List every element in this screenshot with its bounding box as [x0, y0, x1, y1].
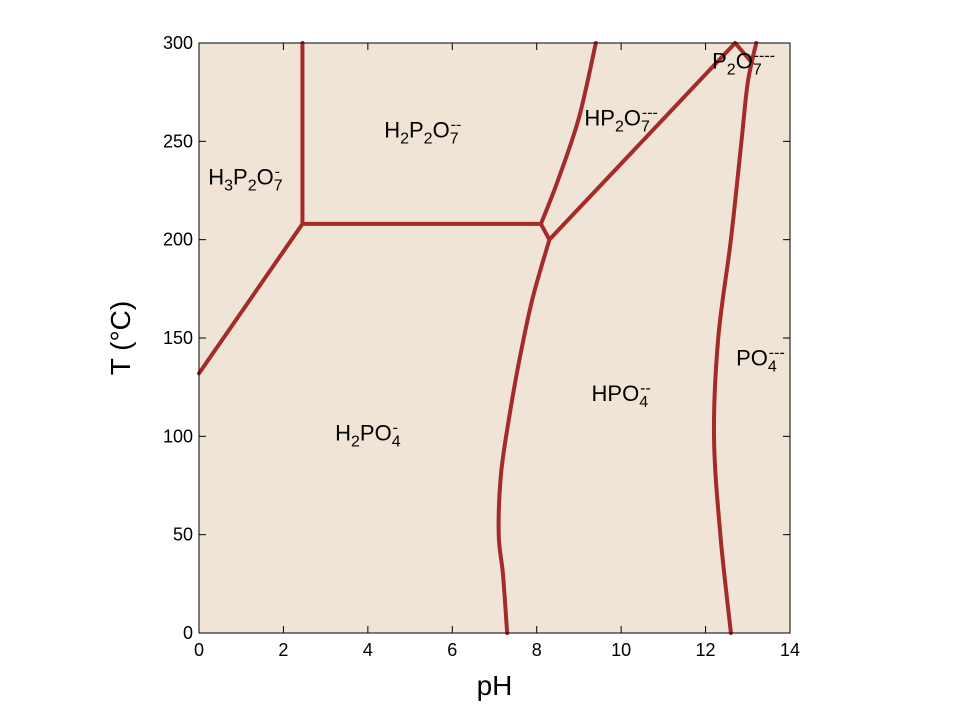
x-tick-label: 0	[194, 640, 204, 660]
region-label: HPO4--	[592, 380, 651, 411]
region-label: P2O7----	[712, 48, 775, 79]
x-tick-label: 6	[447, 640, 457, 660]
region-label: H2P2O7--	[384, 116, 461, 147]
boundaries-layer	[197, 41, 759, 635]
x-tick-label: 14	[780, 640, 800, 660]
region-label: PO4---	[736, 345, 785, 376]
y-tick-label: 250	[163, 131, 193, 151]
boundary-line	[538, 41, 598, 226]
x-tick-label: 4	[363, 640, 373, 660]
boundary-line	[711, 41, 759, 635]
y-tick-label: 300	[163, 33, 193, 53]
y-tick-label: 0	[183, 623, 193, 643]
x-tick-label: 2	[278, 640, 288, 660]
ticks-layer: 0 2 4 6 8 10 12 14 0 50 100 150 200 250 300	[163, 33, 800, 660]
boundary-line	[496, 237, 552, 635]
boundary-line	[538, 221, 552, 242]
x-tick-label: 10	[611, 640, 631, 660]
y-tick-label: 50	[173, 525, 193, 545]
region-label: H2PO4-	[335, 419, 401, 450]
region-label: HP2O7---	[584, 105, 657, 136]
boundary-line	[197, 221, 305, 376]
y-tick-label: 150	[163, 328, 193, 348]
region-labels-layer: H3P2O7- H2P2O7-- HP2O7--- P2O7---- H2PO4- HPO…	[208, 48, 785, 451]
x-tick-label: 8	[532, 640, 542, 660]
region-label: H3P2O7-	[208, 164, 283, 195]
boundary-line	[547, 41, 738, 242]
plot-area	[199, 43, 790, 633]
y-tick-label: 100	[163, 426, 193, 446]
y-axis-label: T (°C)	[105, 301, 136, 375]
boundary-line	[733, 41, 755, 65]
x-tick-label: 12	[696, 640, 716, 660]
x-axis-label: pH	[477, 670, 513, 701]
y-tick-label: 200	[163, 230, 193, 250]
